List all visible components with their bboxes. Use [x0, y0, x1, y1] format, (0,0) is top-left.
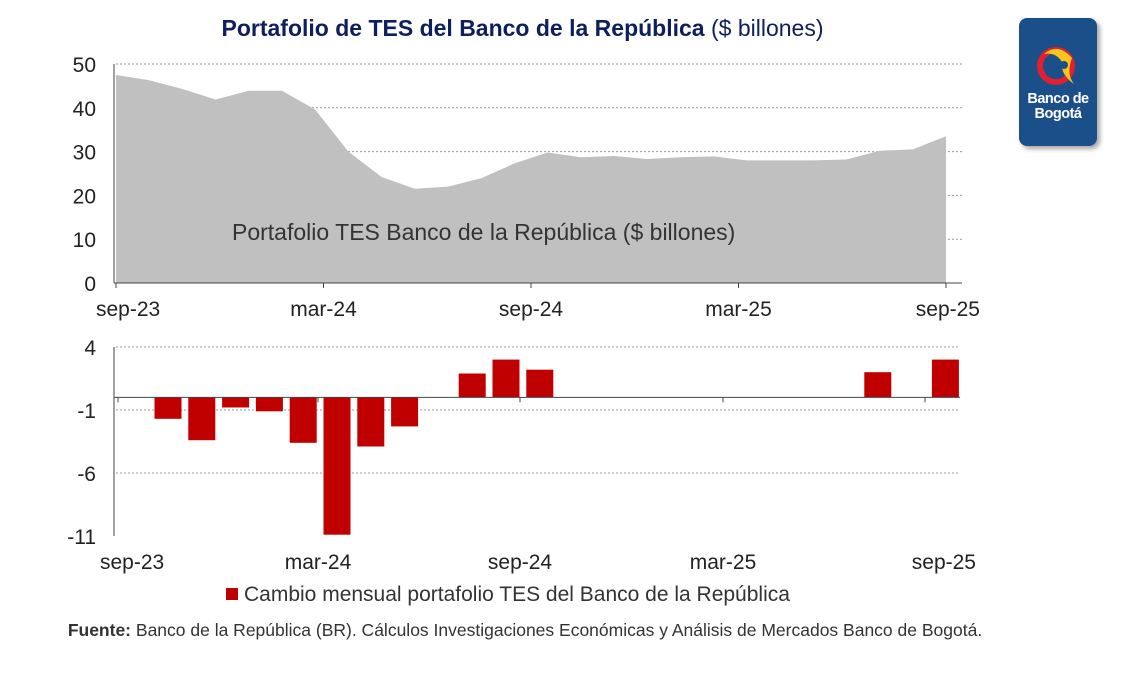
bar-mark	[864, 372, 892, 398]
source-note: Fuente: Banco de la República (BR). Cálc…	[50, 619, 1000, 641]
bar-mark	[458, 373, 486, 398]
bar-x-tick-label: sep-23	[100, 551, 164, 574]
legend-label: Cambio mensual portafolio TES del Banco …	[244, 583, 790, 606]
area-x-tick-label: mar-25	[705, 298, 772, 321]
chart-title-unit: ($ billones)	[710, 15, 824, 41]
chart-title-main: Portafolio de TES del Banco de la Repúbl…	[221, 15, 705, 41]
area-series-label: Portafolio TES Banco de la República ($ …	[232, 219, 736, 245]
area-y-tick-label: 30	[73, 142, 96, 165]
bar-y-tick-label: -11	[67, 526, 96, 549]
area-x-tick-label: sep-23	[96, 298, 160, 321]
bar-mark	[931, 359, 959, 398]
bar-mark	[357, 397, 385, 447]
bar-y-tick-label: 4	[84, 337, 96, 360]
bar-x-tick-label: mar-25	[690, 551, 757, 574]
bar-mark	[289, 397, 317, 443]
legend: Cambio mensual portafolio TES del Banco …	[226, 583, 790, 607]
area-x-tick-label: sep-25	[916, 298, 980, 321]
bar-x-tick-label: sep-24	[488, 551, 553, 574]
area-x-tick-label: mar-24	[290, 298, 357, 321]
bar-x-tick-label: sep-25	[912, 551, 976, 574]
bar-mark	[188, 397, 216, 441]
area-x-tick-label: sep-24	[499, 298, 564, 321]
legend-swatch	[226, 588, 238, 600]
chart-title: Portafolio de TES del Banco de la Repúbl…	[0, 15, 1045, 42]
logo-emblem-icon	[1037, 47, 1075, 85]
bank-logo: Banco de Bogotá	[1019, 18, 1097, 146]
bar-mark	[222, 397, 250, 408]
bar-x-tick-label: mar-24	[285, 551, 352, 574]
bar-mark	[492, 359, 520, 398]
bar-y-tick-label: -6	[77, 463, 96, 486]
area-series-fill	[116, 75, 946, 283]
area-y-tick-label: 40	[73, 98, 96, 121]
area-y-tick-label: 0	[84, 273, 96, 296]
bar-mark	[391, 397, 419, 427]
area-y-tick-label: 20	[73, 185, 96, 208]
bar-mark	[255, 397, 283, 412]
bar-mark	[154, 397, 182, 419]
bar-mark	[323, 397, 351, 535]
logo-text-line2: Bogotá	[1034, 106, 1082, 122]
area-y-tick-label: 50	[73, 54, 96, 77]
source-text: Banco de la República (BR). Cálculos Inv…	[135, 620, 983, 640]
bar-y-tick-label: -1	[77, 400, 96, 423]
bar-mark	[526, 369, 554, 398]
source-label: Fuente:	[67, 620, 132, 640]
area-y-tick-label: 10	[73, 229, 96, 252]
logo-text-line1: Banco de	[1027, 91, 1089, 107]
